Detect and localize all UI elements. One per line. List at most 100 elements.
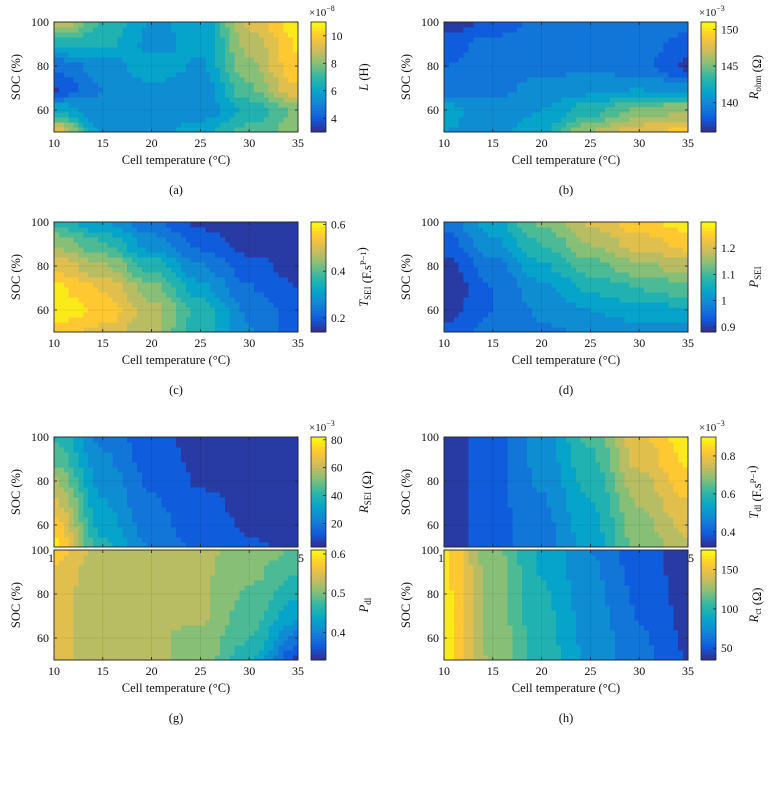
contour-cell — [541, 107, 548, 113]
contour-cell — [293, 527, 299, 533]
colorbar-swatch — [311, 222, 326, 226]
contour-cell — [68, 292, 75, 298]
contour-cell — [634, 107, 640, 113]
contour-cell — [239, 82, 245, 88]
contour-cell — [127, 267, 133, 273]
contour-cell — [595, 67, 601, 73]
contour-cell — [254, 117, 260, 123]
contour-cell — [112, 42, 119, 48]
contour-cell — [453, 297, 460, 303]
contour-cell — [644, 222, 650, 228]
contour-cell — [585, 312, 591, 318]
contour-cell — [653, 272, 660, 278]
contour-cell — [668, 267, 674, 273]
contour-cell — [263, 312, 270, 318]
contour-cell — [614, 72, 621, 78]
contour-cell — [658, 307, 665, 313]
contour-cell — [156, 92, 162, 98]
contour-cell — [127, 92, 133, 98]
contour-cell — [453, 327, 460, 333]
contour-cell — [570, 32, 577, 38]
contour-cell — [224, 297, 231, 303]
contour-cell — [63, 82, 70, 88]
contour-cell — [444, 322, 450, 328]
contour-cell — [492, 52, 499, 58]
contour-cell — [283, 72, 289, 78]
contour-cell — [249, 257, 255, 263]
contour-cell — [590, 227, 596, 233]
contour-cell — [639, 42, 645, 48]
contour-cell — [136, 67, 143, 73]
contour-cell — [507, 292, 513, 298]
contour-cell — [166, 307, 172, 313]
contour-cell — [473, 282, 479, 288]
contour-cell — [224, 82, 231, 88]
contour-cell — [166, 62, 172, 68]
contour-cell — [127, 317, 133, 323]
contour-cell — [146, 262, 153, 268]
contour-cell — [224, 227, 231, 233]
contour-cell — [619, 52, 626, 58]
contour-cell — [78, 42, 84, 48]
contour-cell — [141, 262, 148, 268]
contour-cell — [63, 282, 70, 288]
contour-cell — [463, 62, 469, 68]
contour-cell — [244, 47, 250, 53]
contour-cell — [190, 232, 197, 238]
contour-cell — [580, 62, 587, 68]
contour-cell — [551, 242, 557, 248]
contour-cell — [444, 127, 450, 133]
contour-cell — [219, 112, 226, 118]
contour-cell — [595, 252, 601, 258]
contour-cell — [200, 222, 206, 228]
colorbar-tick-label: 150 — [721, 24, 739, 36]
contour-cell — [595, 277, 601, 283]
contour-cell — [453, 57, 460, 63]
contour-cell — [566, 107, 572, 113]
contour-cell — [254, 97, 260, 103]
contour-cell — [268, 272, 275, 278]
contour-cell — [117, 57, 123, 63]
contour-cell — [176, 322, 182, 328]
contour-cell — [522, 122, 528, 128]
contour-cell — [141, 302, 148, 308]
contour-cell — [258, 107, 265, 113]
contour-cell — [244, 22, 250, 28]
contour-cell — [648, 327, 655, 333]
contour-cell — [541, 272, 548, 278]
contour-cell — [448, 97, 455, 103]
contour-cell — [575, 262, 582, 268]
contour-cell — [531, 42, 538, 48]
contour-cell — [644, 62, 650, 68]
contour-cell — [614, 247, 621, 253]
contour-cell — [644, 47, 650, 53]
contour-cell — [68, 297, 75, 303]
contour-cell — [639, 292, 645, 298]
contour-cell — [634, 287, 640, 293]
contour-cell — [644, 52, 650, 58]
contour-cell — [268, 62, 275, 68]
contour-cell — [156, 67, 162, 73]
contour-cell — [541, 327, 548, 333]
contour-cell — [58, 97, 65, 103]
contour-cell — [473, 237, 479, 243]
contour-cell — [239, 37, 245, 43]
contour-cell — [634, 237, 640, 243]
contour-cell — [97, 307, 104, 313]
contour-cell — [161, 107, 167, 113]
contour-cell — [161, 302, 167, 308]
contour-cell — [526, 47, 533, 53]
contour-cell — [273, 302, 280, 308]
contour-cell — [229, 297, 236, 303]
contour-cell — [444, 32, 450, 38]
contour-cell — [556, 267, 562, 273]
contour-cell — [497, 247, 504, 253]
contour-cell — [122, 322, 128, 328]
contour-cell — [215, 22, 221, 28]
contour-cell — [58, 37, 65, 43]
colorbar-swatch — [701, 49, 716, 53]
contour-cell — [458, 112, 465, 118]
contour-cell — [551, 67, 557, 73]
contour-cell — [273, 287, 280, 293]
contour-cell — [68, 317, 75, 323]
